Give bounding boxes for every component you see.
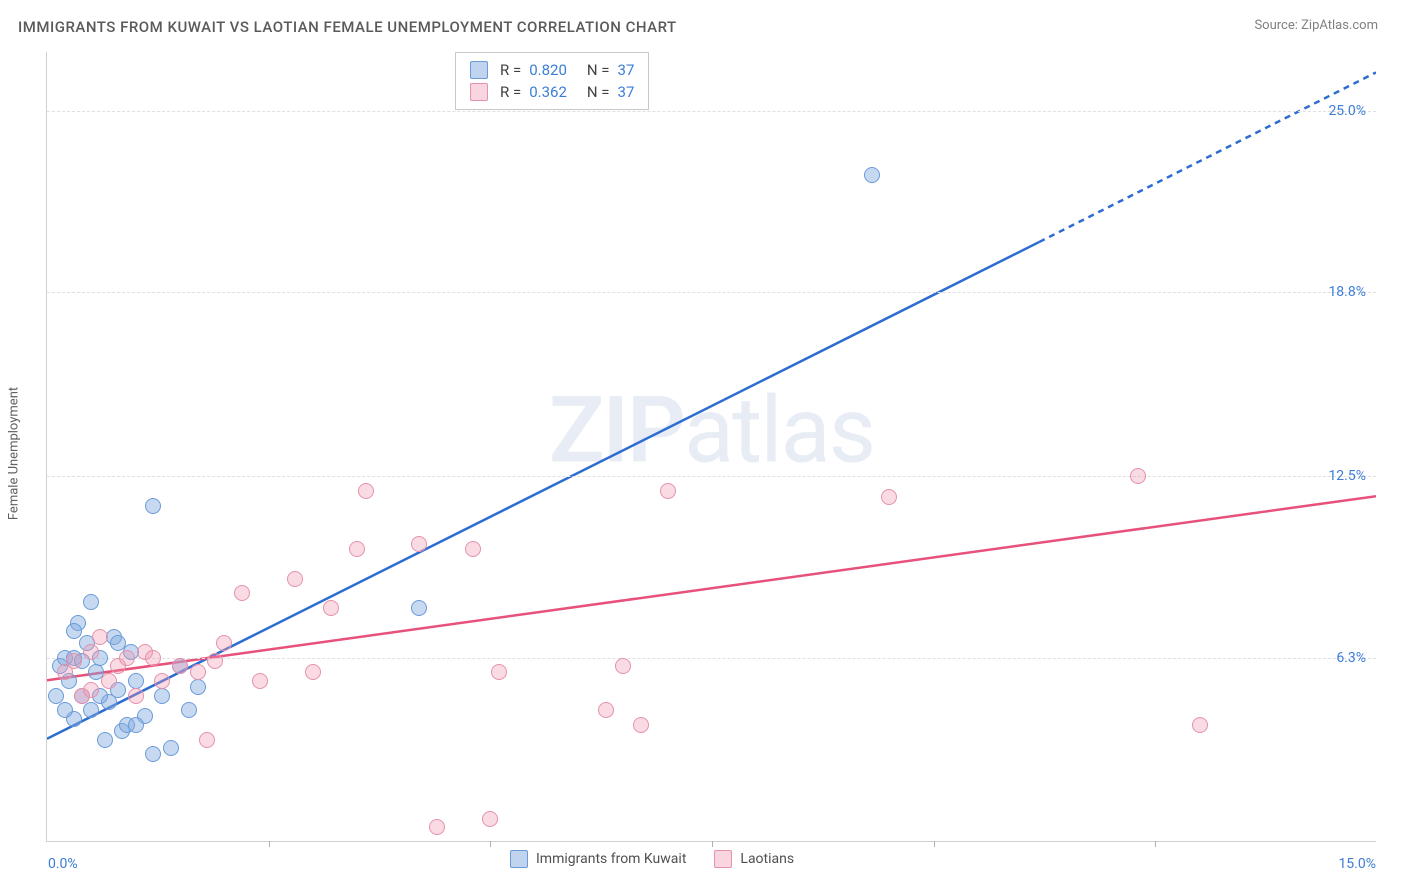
- x-tick-mark: [490, 841, 491, 847]
- point-laotian: [358, 483, 374, 499]
- gridline-horizontal: [47, 658, 1376, 659]
- point-laotian: [92, 629, 108, 645]
- r-label: R =: [500, 61, 521, 79]
- point-laotian: [83, 644, 99, 660]
- legend-label-laotian: Laotians: [740, 851, 794, 867]
- point-kuwait: [48, 688, 64, 704]
- legend-row-kuwait: R = 0.820 N = 37: [470, 59, 634, 81]
- x-axis-max-label: 15.0%: [1338, 856, 1376, 872]
- x-tick-mark: [934, 841, 935, 847]
- point-laotian: [83, 682, 99, 698]
- point-laotian: [252, 673, 268, 689]
- source-name: ZipAtlas.com: [1301, 18, 1378, 33]
- point-laotian: [615, 658, 631, 674]
- series-legend: Immigrants from Kuwait Laotians: [510, 850, 794, 868]
- point-kuwait: [66, 623, 82, 639]
- point-laotian: [305, 664, 321, 680]
- point-kuwait: [145, 498, 161, 514]
- n-value-laotian: 37: [618, 83, 635, 101]
- point-laotian: [154, 673, 170, 689]
- x-tick-mark: [269, 841, 270, 847]
- legend-item-laotian: Laotians: [714, 850, 794, 868]
- point-kuwait: [864, 167, 880, 183]
- point-kuwait: [128, 673, 144, 689]
- point-kuwait: [83, 594, 99, 610]
- watermark: ZIPatlas: [549, 377, 874, 484]
- swatch-blue: [510, 850, 528, 868]
- source-attribution: Source: ZipAtlas.com: [1254, 18, 1378, 33]
- point-laotian: [482, 811, 498, 827]
- point-laotian: [598, 702, 614, 718]
- n-value-kuwait: 37: [618, 61, 635, 79]
- point-laotian: [199, 732, 215, 748]
- point-kuwait: [57, 702, 73, 718]
- point-laotian: [1130, 468, 1146, 484]
- gridline-horizontal: [47, 111, 1376, 112]
- point-kuwait: [110, 635, 126, 651]
- y-tick-label: 12.5%: [1328, 468, 1366, 484]
- swatch-pink: [714, 850, 732, 868]
- point-laotian: [349, 541, 365, 557]
- trendline-kuwait-extrapolated: [1039, 72, 1376, 241]
- swatch-blue: [470, 61, 488, 79]
- point-laotian: [633, 717, 649, 733]
- r-value-kuwait: 0.820: [529, 61, 567, 79]
- y-tick-label: 18.8%: [1328, 284, 1366, 300]
- watermark-zip: ZIP: [549, 377, 684, 484]
- point-kuwait: [411, 600, 427, 616]
- point-laotian: [287, 571, 303, 587]
- legend-row-laotian: R = 0.362 N = 37: [470, 81, 634, 103]
- x-tick-mark: [712, 841, 713, 847]
- correlation-legend: R = 0.820 N = 37 R = 0.362 N = 37: [455, 52, 649, 110]
- point-kuwait: [128, 717, 144, 733]
- y-axis-label: Female Unemployment: [7, 387, 22, 520]
- point-laotian: [465, 541, 481, 557]
- point-laotian: [66, 653, 82, 669]
- point-laotian: [172, 658, 188, 674]
- point-laotian: [429, 819, 445, 835]
- n-label: N =: [587, 61, 610, 79]
- chart-title: IMMIGRANTS FROM KUWAIT VS LAOTIAN FEMALE…: [18, 18, 677, 36]
- trend-lines-svg: [47, 52, 1376, 841]
- point-laotian: [660, 483, 676, 499]
- point-laotian: [491, 664, 507, 680]
- point-laotian: [145, 650, 161, 666]
- r-label: R =: [500, 83, 521, 101]
- swatch-pink: [470, 83, 488, 101]
- point-kuwait: [190, 679, 206, 695]
- n-label: N =: [587, 83, 610, 101]
- point-laotian: [881, 489, 897, 505]
- point-laotian: [1192, 717, 1208, 733]
- point-laotian: [128, 688, 144, 704]
- gridline-horizontal: [47, 292, 1376, 293]
- point-laotian: [411, 536, 427, 552]
- watermark-atlas: atlas: [684, 377, 874, 484]
- source-label: Source:: [1254, 18, 1297, 33]
- r-value-laotian: 0.362: [529, 83, 567, 101]
- point-laotian: [207, 653, 223, 669]
- gridline-horizontal: [47, 476, 1376, 477]
- point-laotian: [234, 585, 250, 601]
- legend-item-kuwait: Immigrants from Kuwait: [510, 850, 686, 868]
- point-kuwait: [154, 688, 170, 704]
- legend-label-kuwait: Immigrants from Kuwait: [536, 851, 686, 867]
- x-axis-min-label: 0.0%: [48, 856, 78, 872]
- x-tick-mark: [1155, 841, 1156, 847]
- point-laotian: [190, 664, 206, 680]
- point-laotian: [101, 673, 117, 689]
- point-kuwait: [163, 740, 179, 756]
- point-kuwait: [83, 702, 99, 718]
- point-kuwait: [97, 732, 113, 748]
- plot-area: ZIPatlas 6.3% 12.5% 18.8% 25.0%: [46, 52, 1376, 842]
- point-laotian: [216, 635, 232, 651]
- y-tick-label: 25.0%: [1328, 103, 1366, 119]
- point-laotian: [119, 650, 135, 666]
- point-kuwait: [145, 746, 161, 762]
- point-kuwait: [181, 702, 197, 718]
- y-tick-label: 6.3%: [1336, 650, 1366, 666]
- point-laotian: [323, 600, 339, 616]
